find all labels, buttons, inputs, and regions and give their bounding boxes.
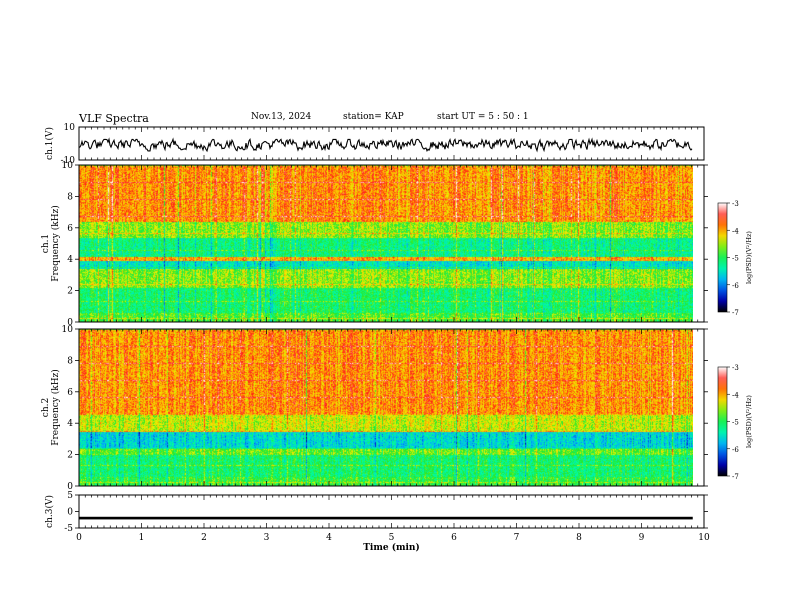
y-tick-label-ch2: 2 (67, 451, 73, 461)
colorbar-ch2 (717, 366, 728, 477)
x-tick-label: 1 (139, 533, 145, 543)
y-tick-label-ch2: 6 (67, 388, 73, 398)
x-tick-label: 7 (514, 533, 520, 543)
colorbar-tick-label-ch1: -7 (732, 309, 739, 317)
y-tick-label-ch2: 0 (67, 482, 73, 492)
x-axis-label: Time (min) (363, 542, 420, 553)
y-tick-label-ch3: 5 (67, 491, 73, 501)
start-time-label: start UT = 5 : 50 : 1 (437, 112, 529, 122)
ch1-waveform-line (78, 137, 693, 153)
y-tick-label-ch1: 2 (67, 287, 73, 297)
colorbar-tick-label-ch1: -6 (732, 282, 739, 290)
x-tick-label: 3 (264, 533, 270, 543)
y-tick-label-ch1: 0 (67, 318, 73, 328)
panel-frame-2 (78, 328, 705, 487)
date-label: Nov.13, 2024 (251, 112, 312, 122)
x-tick-label: 0 (76, 533, 82, 543)
spectrogram-image-ch2 (79, 329, 693, 486)
x-tick-label: 8 (576, 533, 582, 543)
y-tick-label-ch1: 10 (62, 161, 74, 171)
y-tick-label-ch2: 8 (67, 356, 73, 366)
colorbar-tick-label-ch2: -7 (732, 473, 739, 481)
ch3-waveform-band (79, 516, 693, 520)
panel-frame-1 (78, 164, 705, 323)
colorbar-tick-label-ch1: -4 (732, 227, 739, 235)
y-axis-label-ch3: ch.3(V) (44, 495, 55, 528)
spectrogram-ch1 (79, 165, 693, 322)
y-tick-label-ch1-wave: -10 (61, 156, 76, 166)
colorbar-tick-label-ch2: -5 (732, 419, 739, 427)
panel-frame-3 (78, 494, 705, 529)
chart-title: VLF Spectra (79, 112, 149, 125)
colorbar-ch1 (717, 202, 728, 313)
y-tick-label-ch1-wave: 10 (64, 123, 76, 133)
y-tick-label-ch3: 0 (67, 508, 73, 518)
colorbar-tick-label-ch1: -3 (732, 200, 739, 208)
x-tick-label: 10 (698, 533, 710, 543)
colorbar-tick-label-ch2: -6 (732, 446, 739, 454)
colorbar-tick-label-ch2: -4 (732, 391, 739, 399)
y-tick-label-ch1: 8 (67, 192, 73, 202)
y-axis-label-ch2: Frequency (kHz) (50, 369, 61, 446)
y-axis-label-ch1: ch.1 (41, 234, 51, 253)
spectrogram-ch2 (79, 329, 693, 486)
x-tick-label: 5 (389, 533, 395, 543)
colorbar-tick-label-ch2: -3 (732, 364, 739, 372)
y-tick-label-ch1: 4 (67, 255, 73, 265)
y-tick-label-ch1: 6 (67, 224, 73, 234)
x-tick-label: 9 (639, 533, 645, 543)
y-axis-label-ch1-wave: ch.1(V) (44, 127, 55, 160)
y-axis-label-ch2: ch.2 (41, 398, 51, 417)
y-tick-label-ch2: 10 (62, 325, 74, 335)
panel-frame-0 (78, 126, 705, 161)
x-tick-label: 2 (201, 533, 207, 543)
y-tick-label-ch2: 4 (67, 419, 73, 429)
y-tick-label-ch3: -5 (64, 524, 73, 534)
x-tick-label: 6 (451, 533, 457, 543)
x-tick-label: 4 (326, 533, 332, 543)
station-label: station= KAP (343, 112, 404, 122)
colorbar-label-ch2: log(PSD)(V²/Hz) (745, 395, 753, 448)
colorbar-label-ch1: log(PSD)(V²/Hz) (745, 231, 753, 284)
y-axis-label-ch1: Frequency (kHz) (50, 205, 61, 282)
colorbar-tick-label-ch1: -5 (732, 255, 739, 263)
spectrogram-image-ch1 (79, 165, 693, 322)
